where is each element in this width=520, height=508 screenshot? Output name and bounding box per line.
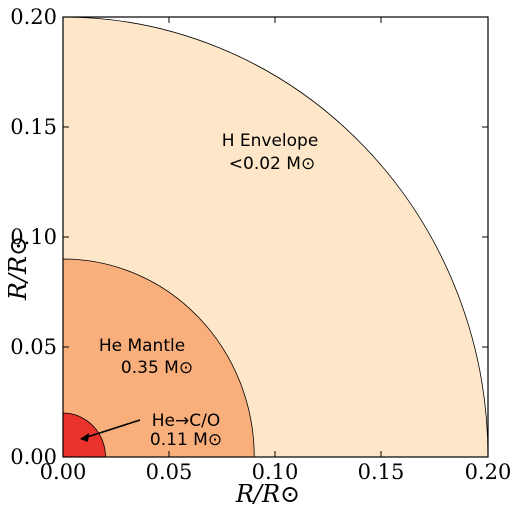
y-tick-label: 0.20 <box>10 5 57 29</box>
y-tick-label: 0.00 <box>10 445 57 469</box>
core-region <box>62 412 106 458</box>
core-name-label: He→C/O <box>152 411 220 431</box>
y-tick-label: 0.10 <box>10 225 57 249</box>
mantle-name-label: He Mantle <box>99 336 185 356</box>
x-tick-label: 0.00 <box>40 460 87 484</box>
x-tick-label: 0.20 <box>465 460 512 484</box>
envelope-name-label: H Envelope <box>222 131 319 151</box>
core-annotation-arrow <box>83 419 141 439</box>
envelope-mass-label: <0.02 M⊙ <box>229 154 315 174</box>
y-tick-label: 0.05 <box>10 335 57 359</box>
core-mass-label: 0.11 M⊙ <box>150 430 222 450</box>
he-mantle-region <box>62 258 255 458</box>
x-axis-label: R/R⊙ <box>235 480 300 508</box>
x-tick-marks <box>168 17 382 457</box>
y-axis-label: R/R⊙ <box>4 236 32 301</box>
y-tick-marks <box>63 126 488 348</box>
core-arrow-head <box>80 433 89 442</box>
y-tick-label: 0.15 <box>10 115 57 139</box>
x-tick-label: 0.10 <box>252 460 299 484</box>
x-tick-label: 0.15 <box>358 460 405 484</box>
mantle-mass-label: 0.35 M⊙ <box>121 358 193 378</box>
x-tick-label: 0.05 <box>146 460 193 484</box>
